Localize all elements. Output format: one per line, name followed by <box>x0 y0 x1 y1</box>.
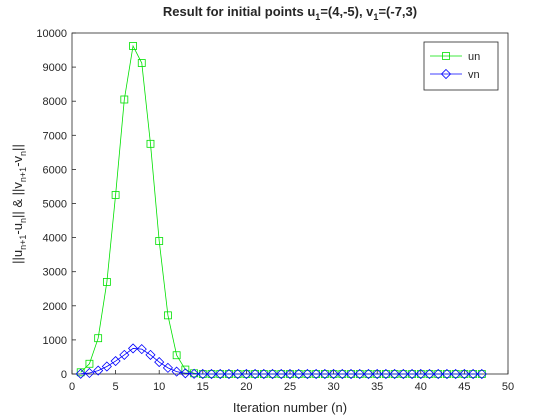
data-point <box>424 368 435 380</box>
data-point <box>363 368 374 380</box>
x-axis-label: Iteration number (n) <box>233 400 347 415</box>
data-point <box>276 368 287 380</box>
data-point <box>75 368 86 379</box>
data-point <box>468 368 479 380</box>
data-point <box>450 368 461 380</box>
data-point <box>101 361 112 372</box>
y-tick-label: 7000 <box>43 130 67 142</box>
data-point <box>197 368 208 380</box>
data-point <box>154 356 165 368</box>
data-point <box>433 368 444 380</box>
data-point <box>398 368 409 380</box>
y-tick-label: 6000 <box>43 164 67 176</box>
legend-marker <box>442 52 450 60</box>
data-point <box>94 334 103 343</box>
data-point <box>171 366 182 377</box>
chart-title: Result for initial points u1=(4,-5), v1=… <box>163 4 417 22</box>
data-point <box>293 368 304 380</box>
data-point <box>85 359 94 368</box>
x-tick-label: 40 <box>415 381 427 393</box>
x-tick-label: 50 <box>502 381 514 393</box>
y-tick-label: 1000 <box>43 335 67 347</box>
data-point <box>111 191 120 199</box>
data-point <box>328 368 339 380</box>
data-point <box>250 368 261 380</box>
x-tick-label: 0 <box>69 381 75 393</box>
data-point <box>155 237 164 245</box>
data-point <box>127 343 139 354</box>
legend-label: un <box>468 51 480 63</box>
data-point <box>407 368 418 380</box>
data-point <box>380 368 391 380</box>
y-tick-label: 3000 <box>43 267 67 279</box>
y-tick-label: 8000 <box>43 96 67 108</box>
data-point <box>345 368 357 380</box>
data-point <box>137 59 146 67</box>
data-point <box>415 368 426 380</box>
data-point <box>129 42 137 50</box>
data-point <box>189 368 200 379</box>
y-tick-label: 5000 <box>43 199 67 211</box>
data-point <box>119 349 130 360</box>
data-point <box>284 368 296 380</box>
data-point <box>93 365 104 376</box>
legend-label: vn <box>468 69 480 81</box>
data-point <box>120 95 129 104</box>
y-tick-label: 2000 <box>43 301 67 313</box>
x-tick-label: 45 <box>458 381 470 393</box>
data-point <box>146 139 155 148</box>
data-point <box>389 368 400 380</box>
data-point <box>206 368 217 380</box>
data-point <box>110 355 121 367</box>
x-tick-label: 10 <box>153 381 165 393</box>
y-tick-label: 0 <box>61 369 67 381</box>
legend-marker <box>440 68 452 80</box>
y-tick-label: 9000 <box>43 62 67 74</box>
data-point <box>102 278 111 286</box>
y-tick-label: 10000 <box>36 28 67 40</box>
data-point <box>223 368 235 380</box>
data-point <box>164 311 172 320</box>
data-point <box>354 368 365 380</box>
data-point <box>337 368 348 380</box>
data-point <box>241 368 252 380</box>
data-point <box>258 368 269 380</box>
data-point <box>441 368 453 380</box>
data-point <box>162 362 173 373</box>
data-point <box>311 368 322 380</box>
data-point <box>232 368 243 380</box>
data-point <box>145 349 156 360</box>
data-point <box>372 368 383 380</box>
data-point <box>302 368 313 380</box>
data-point <box>180 368 191 379</box>
x-tick-label: 20 <box>240 381 252 393</box>
data-point <box>136 344 147 355</box>
y-tick-label: 4000 <box>43 233 67 245</box>
data-point <box>84 367 95 379</box>
x-tick-label: 15 <box>197 381 209 393</box>
data-point <box>267 368 278 380</box>
x-tick-label: 35 <box>371 381 383 393</box>
data-point <box>319 368 330 380</box>
data-point <box>215 368 226 380</box>
data-point <box>172 351 181 360</box>
data-point <box>476 368 487 380</box>
x-tick-label: 30 <box>327 381 339 393</box>
y-axis-label: ||un+1-un|| & ||vn+1-vn|| <box>10 144 28 264</box>
legend <box>423 41 499 91</box>
x-tick-label: 5 <box>113 381 119 393</box>
data-point <box>459 368 470 380</box>
x-tick-label: 25 <box>284 381 296 393</box>
